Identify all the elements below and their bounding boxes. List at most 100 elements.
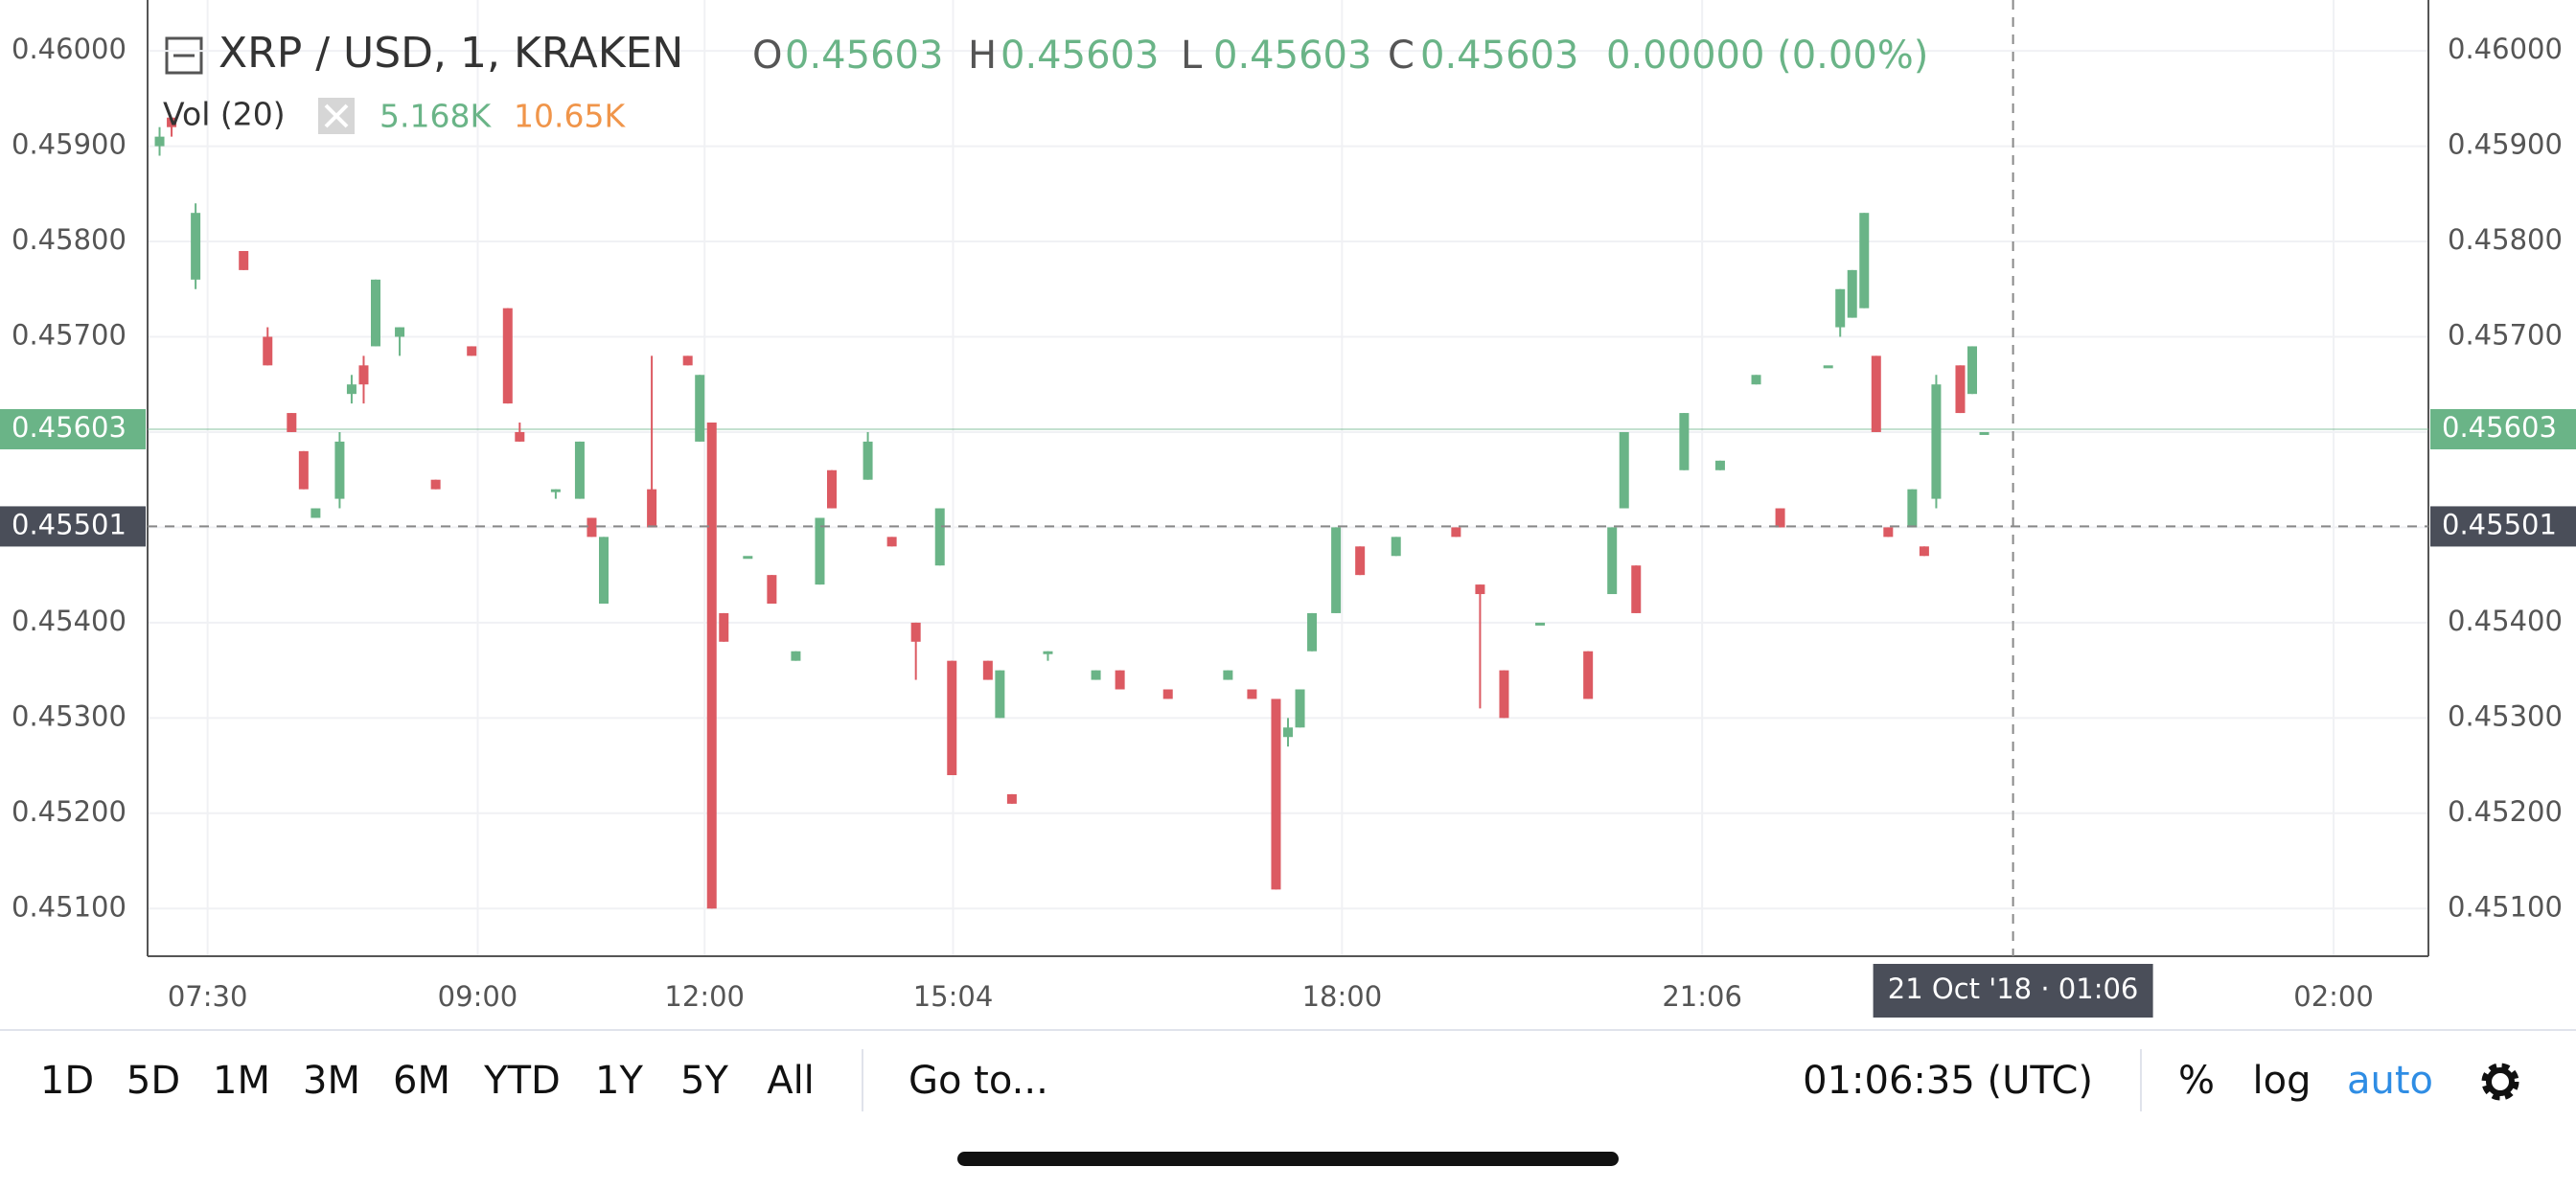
candle-body	[1859, 213, 1870, 309]
y2-tick-label: 0.46000	[2448, 33, 2563, 65]
y2-tick-label: 0.45800	[2448, 223, 2563, 256]
last-price-badge	[2430, 408, 2576, 449]
y2-tick-label: 0.45200	[2448, 795, 2563, 828]
ohlc-value: 0.45603	[1000, 34, 1159, 78]
candle-body	[502, 308, 513, 404]
candle-body	[287, 413, 297, 432]
candle-body	[1907, 489, 1918, 528]
candle-body	[1835, 288, 1846, 328]
candle-body	[191, 213, 201, 280]
ohlc-key: O	[752, 34, 782, 78]
x-tick-label: 02:00	[2293, 980, 2374, 1013]
candle-body	[430, 479, 441, 490]
y-tick-label: 0.45800	[12, 223, 126, 256]
ohlc-key: C	[1388, 34, 1414, 78]
scale-option[interactable]: log	[2253, 1059, 2312, 1103]
candle-body	[1919, 546, 1929, 557]
clock: 01:06:35 (UTC)	[1803, 1059, 2093, 1103]
candle-body	[1631, 565, 1642, 613]
candle-body	[1979, 431, 1990, 435]
candle-body	[1475, 584, 1485, 595]
scale-option[interactable]: %	[2178, 1059, 2215, 1103]
candle-body	[1607, 527, 1618, 595]
last-price-badge	[0, 408, 146, 449]
candle-body	[1115, 670, 1125, 690]
candle-body	[1955, 365, 1966, 414]
candle-body	[1967, 346, 1977, 395]
crosshair-price-badge	[0, 506, 146, 547]
symbol-title: XRP / USD, 1, KRAKEN	[218, 29, 683, 78]
candle-body	[1583, 651, 1594, 699]
ohlc-value: 0.45603	[1213, 34, 1371, 78]
candle-body	[995, 670, 1005, 719]
candle-body	[334, 441, 345, 499]
ohlc-key: H	[968, 34, 997, 78]
candle-body	[862, 441, 873, 480]
candle-body	[934, 508, 945, 566]
range-button[interactable]: YTD	[483, 1059, 561, 1103]
candle-body	[1355, 546, 1366, 576]
candle-body	[1847, 269, 1857, 318]
last-price-label: 0.45603	[12, 411, 126, 444]
candle-body	[947, 660, 957, 776]
candle-body	[1535, 622, 1546, 626]
candle-body	[1006, 793, 1017, 804]
candle-body	[1775, 508, 1785, 528]
crosshair-time-label: 21 Oct '18 · 01:06	[1888, 973, 2139, 1005]
y2-tick-label: 0.45900	[2448, 128, 2563, 161]
scale-option[interactable]: auto	[2347, 1059, 2433, 1103]
candle-body	[695, 375, 705, 442]
range-button[interactable]: 3M	[303, 1059, 360, 1103]
x-tick-label: 21:06	[1662, 980, 1742, 1013]
candle-body	[1162, 689, 1173, 699]
settings-gear[interactable]	[2481, 1063, 2519, 1101]
close-volume-x	[324, 103, 349, 128]
candle-body	[599, 537, 609, 604]
candle-body	[1931, 384, 1942, 499]
crosshair-price-label: 0.45501	[2442, 508, 2557, 540]
range-button[interactable]: 1M	[213, 1059, 270, 1103]
candle-body	[1823, 365, 1833, 369]
candle-body	[586, 517, 597, 538]
range-button[interactable]: 5Y	[680, 1059, 728, 1103]
volume-value: 5.168K	[380, 98, 492, 135]
range-button[interactable]: 5D	[126, 1059, 180, 1103]
candle-body	[371, 279, 380, 347]
candle-body	[1331, 527, 1342, 613]
crosshair-price-label: 0.45501	[12, 508, 126, 540]
candle-body	[1499, 670, 1509, 719]
x-tick-label: 15:04	[913, 980, 994, 1013]
candle-body	[719, 612, 729, 642]
candle-body	[515, 431, 525, 442]
candle-body	[791, 651, 801, 661]
volume-label: Vol (20)	[163, 96, 286, 133]
candle-body	[682, 355, 693, 366]
y2-tick-label: 0.45700	[2448, 318, 2563, 351]
y2-tick-label: 0.45400	[2448, 605, 2563, 637]
y-tick-label: 0.45700	[12, 318, 126, 351]
range-button[interactable]: All	[767, 1059, 815, 1103]
range-button[interactable]: 6M	[393, 1059, 450, 1103]
ohlc-value: 0.45603	[1420, 34, 1578, 78]
volume-ma: 10.65K	[514, 98, 626, 135]
y-tick-label: 0.45300	[12, 699, 126, 732]
candle-body	[358, 365, 369, 385]
range-button[interactable]: 1D	[40, 1059, 94, 1103]
candle-body	[467, 346, 477, 356]
collapse-icon[interactable]	[165, 36, 203, 75]
candle-body	[982, 660, 993, 680]
x-tick-label: 18:00	[1302, 980, 1383, 1013]
crosshair-price-badge	[2430, 506, 2576, 547]
candle-body	[154, 136, 165, 147]
candle-body	[1714, 460, 1725, 470]
candle-body	[1295, 689, 1305, 728]
candle-body	[1679, 413, 1690, 470]
x-tick-label: 09:00	[438, 980, 518, 1013]
y-tick-label: 0.45200	[12, 795, 126, 828]
crosshair-time-badge	[1873, 964, 2153, 1018]
candle-body	[1283, 727, 1293, 738]
range-button[interactable]: 1Y	[595, 1059, 643, 1103]
goto-button[interactable]: Go to...	[908, 1059, 1048, 1103]
